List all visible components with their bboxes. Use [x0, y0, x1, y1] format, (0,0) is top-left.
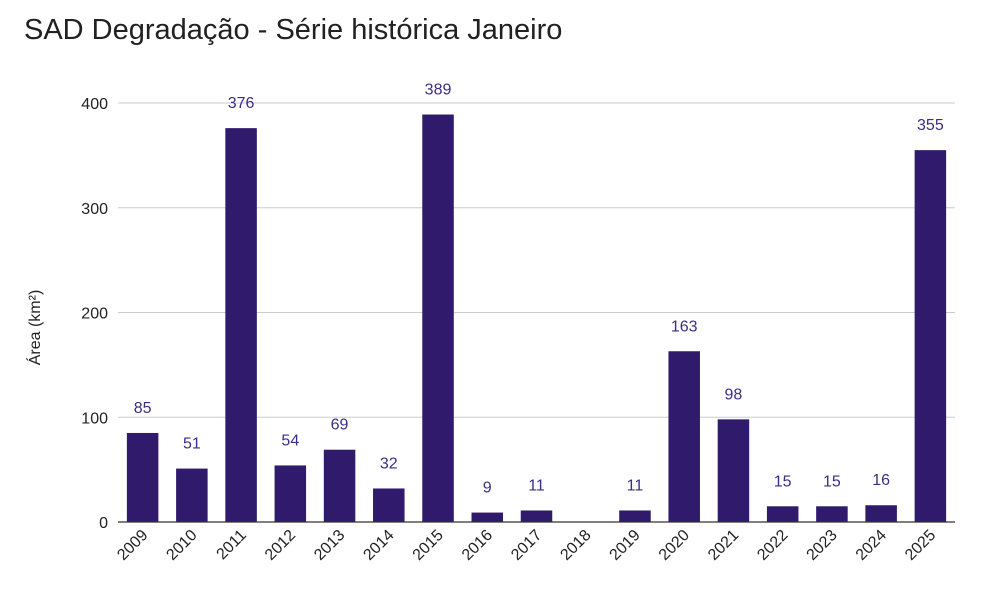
bar — [323, 449, 356, 522]
x-tick-label: 2019 — [607, 527, 644, 564]
data-label: 15 — [774, 473, 792, 490]
data-label: 16 — [872, 472, 890, 489]
x-tick-label: 2021 — [705, 527, 742, 564]
bar — [816, 506, 848, 522]
data-label: 15 — [823, 473, 841, 490]
x-tick-label: 2020 — [656, 527, 693, 564]
data-labels: 85 51 376 54 69 32 389 9 11 11 163 98 15 15 16 355 — [134, 82, 944, 497]
bar — [176, 468, 208, 522]
bar — [471, 512, 504, 522]
x-axis-ticks: 2009 2010 2011 2012 2013 2014 2015 2016 2017 2018… — [114, 527, 939, 564]
y-tick-label: 300 — [81, 201, 108, 218]
x-tick-label: 2009 — [114, 527, 151, 564]
x-tick-label: 2014 — [360, 527, 397, 564]
data-label: 376 — [228, 95, 255, 112]
bar — [766, 506, 799, 522]
data-label: 389 — [425, 82, 452, 99]
bar — [274, 465, 307, 522]
gridlines — [118, 102, 955, 418]
data-label: 69 — [331, 417, 349, 434]
bar — [619, 510, 651, 522]
bar — [668, 351, 700, 522]
y-tick-label: 100 — [81, 410, 108, 427]
data-label: 54 — [281, 432, 299, 449]
data-label: 11 — [627, 477, 644, 494]
x-tick-label: 2017 — [508, 527, 545, 564]
bar — [422, 114, 454, 523]
x-tick-label: 2012 — [262, 527, 299, 564]
x-tick-label: 2023 — [804, 527, 841, 564]
data-label: 163 — [671, 318, 698, 335]
x-tick-label: 2018 — [557, 527, 594, 564]
data-label: 85 — [134, 400, 152, 417]
bar — [373, 488, 405, 522]
data-label: 355 — [917, 117, 944, 134]
x-tick-label: 2011 — [214, 527, 250, 563]
y-tick-label: 400 — [81, 96, 108, 113]
chart-title: SAD Degradação - Série histórica Janeiro — [24, 14, 563, 46]
x-tick-label: 2013 — [311, 527, 348, 564]
data-label: 9 — [483, 480, 492, 497]
bars — [126, 114, 947, 523]
x-tick-label: 2010 — [163, 527, 200, 564]
y-tick-label: 0 — [99, 515, 108, 532]
bar — [520, 510, 553, 522]
bar — [225, 128, 257, 522]
y-tick-label: 200 — [81, 306, 108, 323]
data-label: 98 — [725, 386, 743, 403]
x-tick-label: 2022 — [754, 527, 791, 564]
bar — [914, 150, 947, 522]
bar — [865, 505, 897, 522]
y-axis-ticks: 0 100 200 300 400 — [81, 96, 108, 532]
bar — [126, 432, 159, 522]
data-label: 11 — [528, 477, 545, 494]
y-axis-title: Área (km²) — [25, 290, 44, 366]
data-label: 32 — [380, 455, 398, 472]
x-tick-label: 2024 — [853, 527, 890, 564]
x-tick-label: 2016 — [459, 527, 496, 564]
data-label: 51 — [183, 436, 201, 453]
x-tick-label: 2025 — [902, 527, 939, 564]
bar — [717, 419, 750, 522]
x-tick-label: 2015 — [410, 527, 447, 564]
